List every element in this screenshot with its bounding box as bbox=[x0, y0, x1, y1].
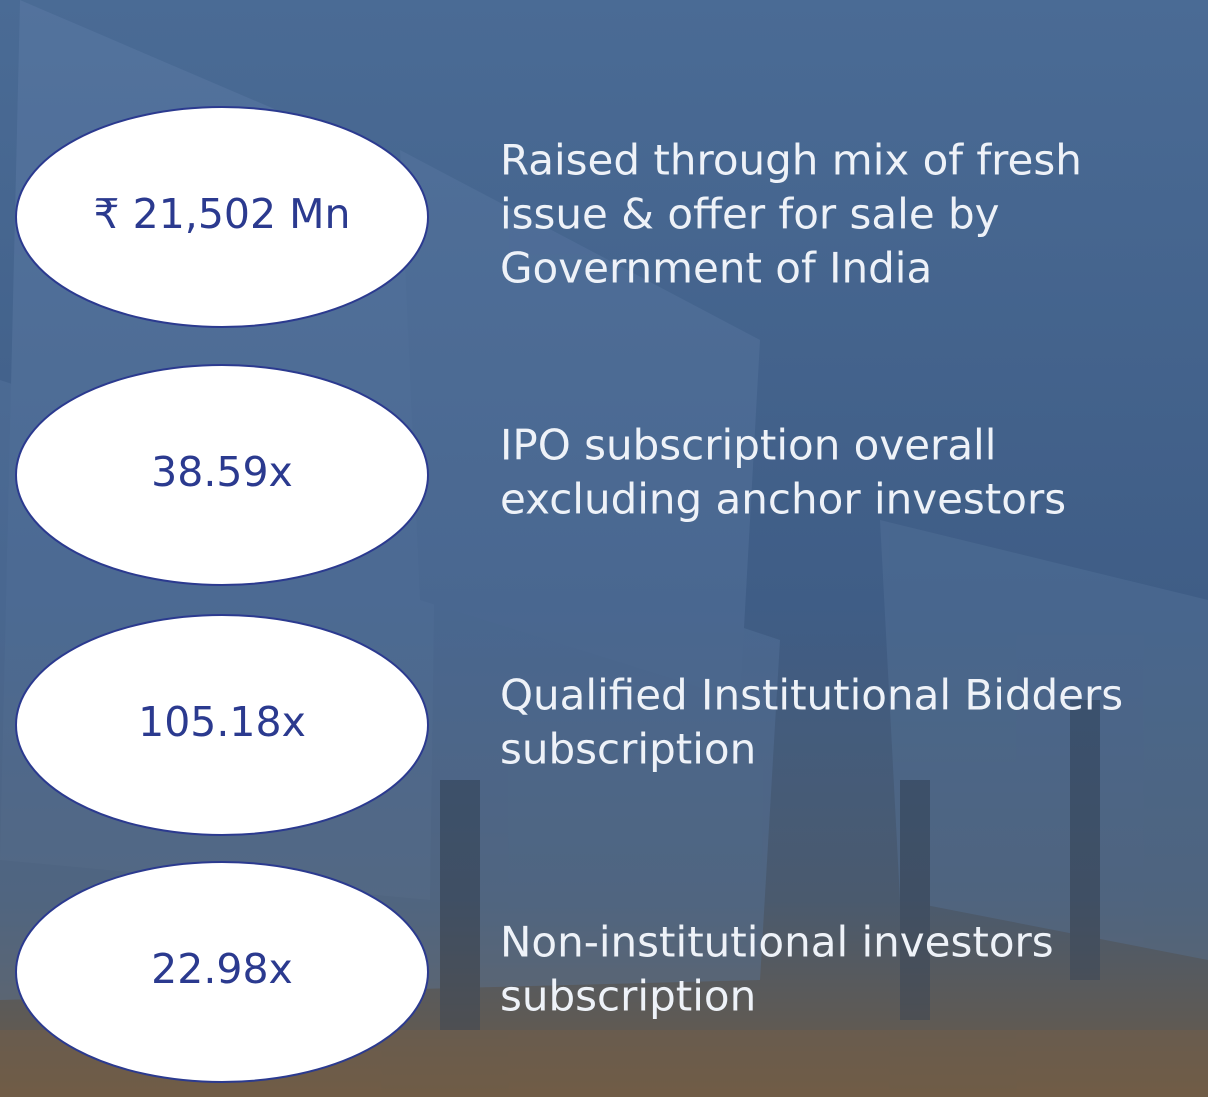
description-line: excluding anchor investors bbox=[500, 475, 1066, 524]
value-text: 22.98x bbox=[151, 945, 293, 993]
description-line: Raised through mix of fresh bbox=[500, 136, 1082, 185]
value-text: 105.18x bbox=[138, 698, 306, 746]
slide: ₹ 21,502 Mn Raised through mix of fresh is… bbox=[0, 0, 1208, 1097]
description-line: subscription bbox=[500, 725, 756, 774]
page: {"items": [ {"value": "₹ 21,502 Mn", "li… bbox=[0, 0, 1208, 1097]
description-line: issue & offer for sale by bbox=[500, 190, 1000, 239]
description-line: Qualified Institutional Bidders bbox=[500, 671, 1123, 720]
value-text: 38.59x bbox=[151, 448, 293, 496]
description-line: Non-institutional investors bbox=[500, 918, 1054, 967]
description-line: IPO subscription overall bbox=[500, 421, 996, 470]
description-line: Government of India bbox=[500, 244, 932, 293]
description-line: subscription bbox=[500, 972, 756, 1021]
value-text: ₹ 21,502 Mn bbox=[94, 190, 351, 238]
